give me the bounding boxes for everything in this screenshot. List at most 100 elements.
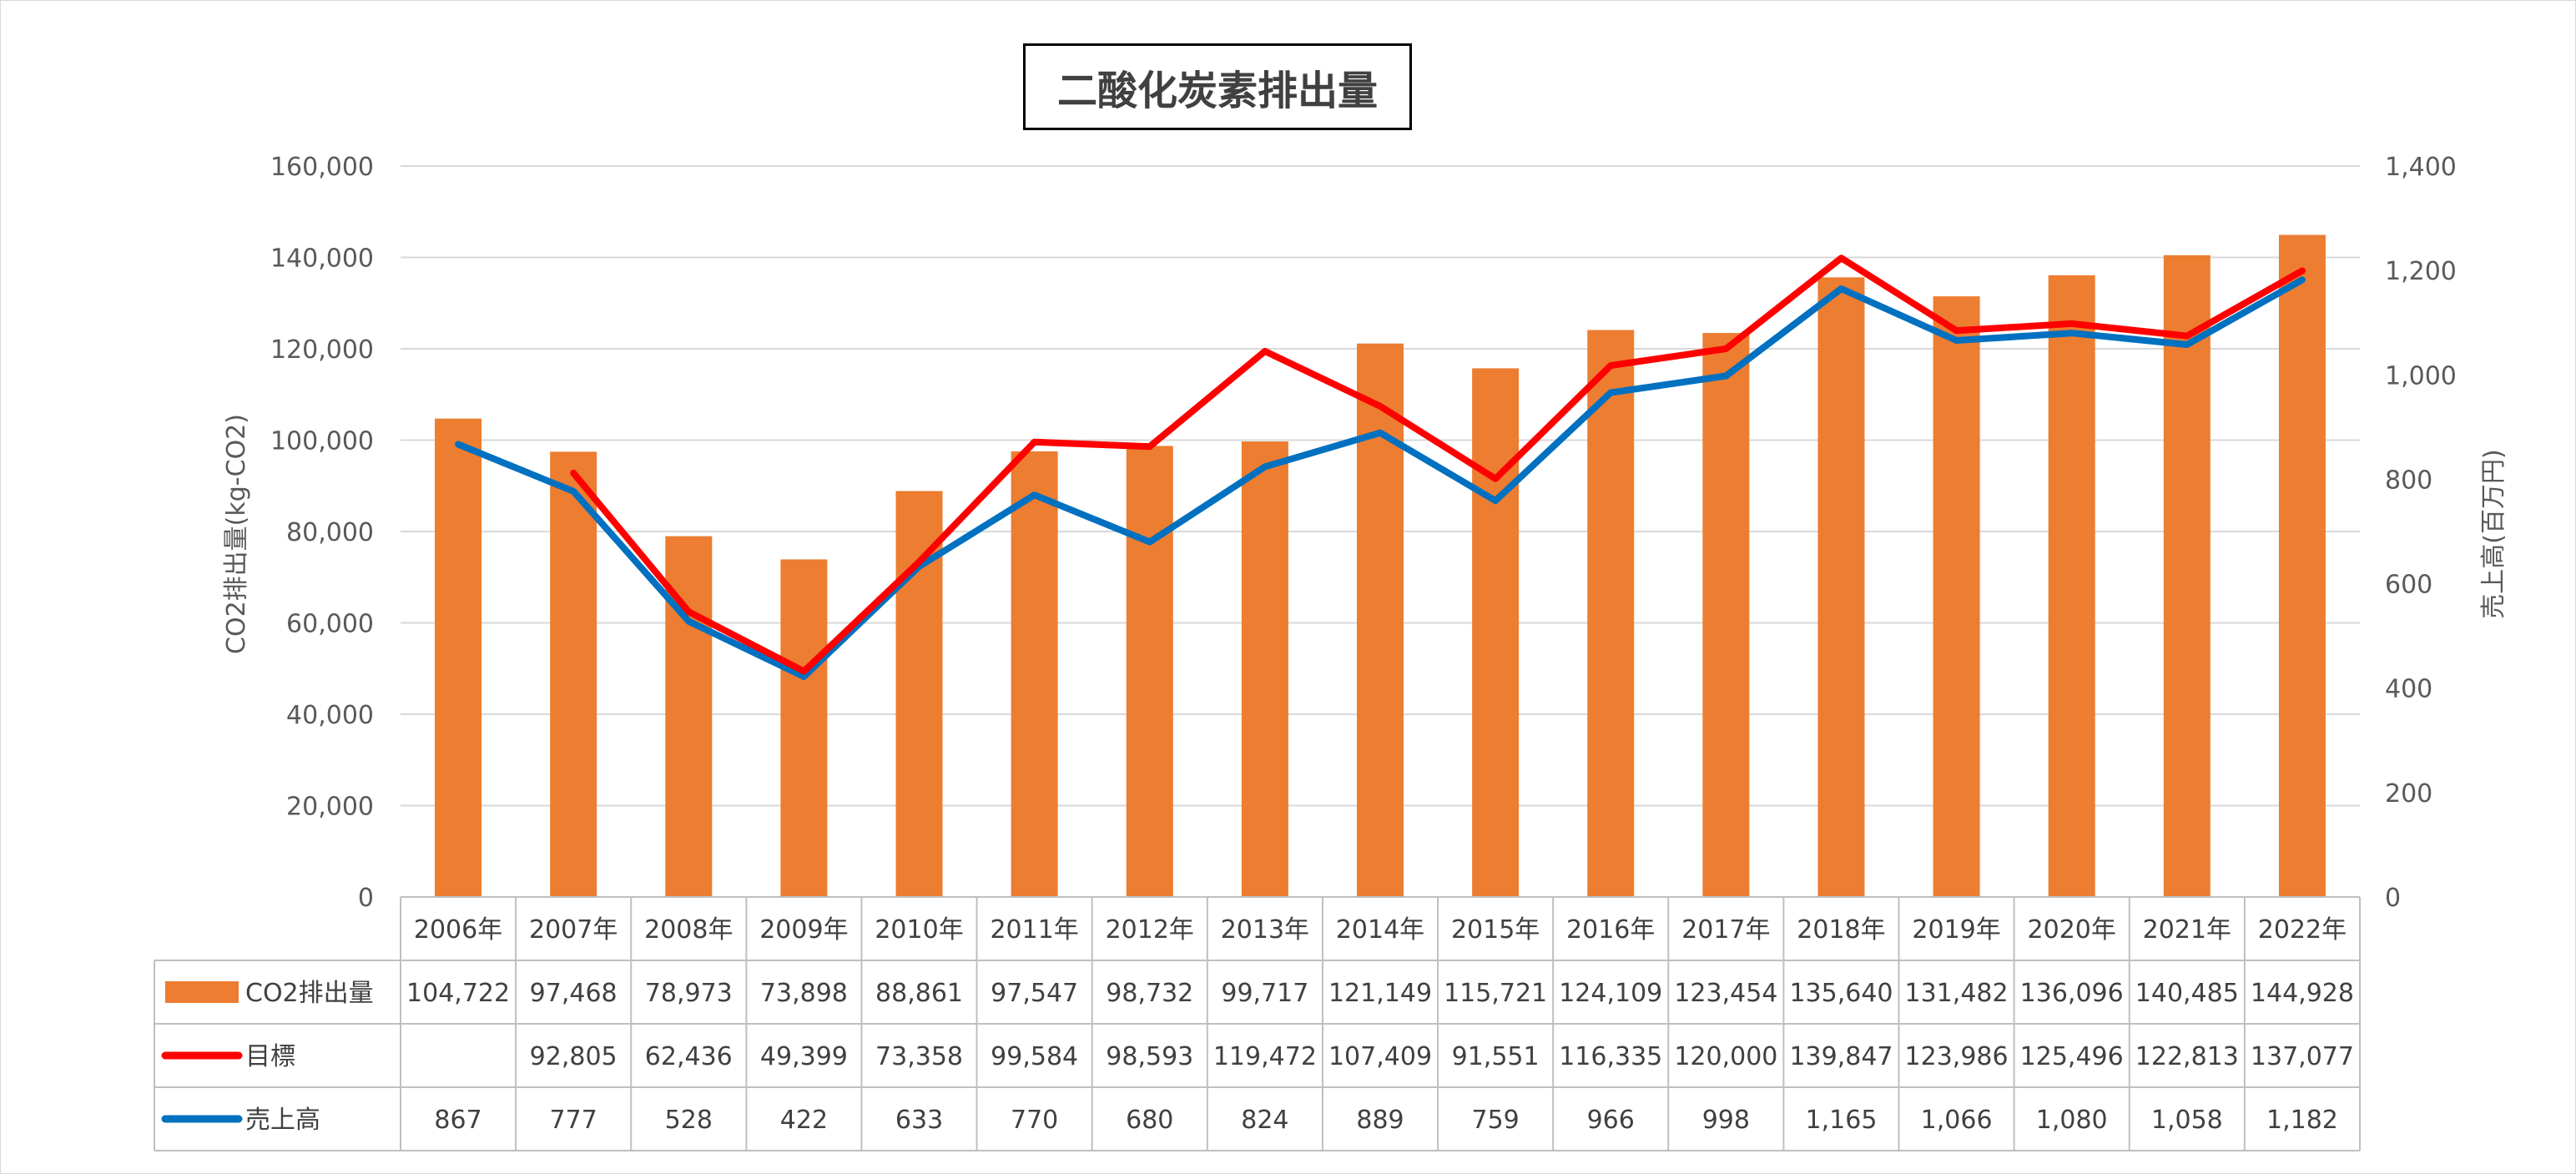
y2-tick-label: 400 <box>2385 675 2432 704</box>
bar <box>1241 441 1288 897</box>
bar <box>1702 333 1750 897</box>
bar <box>435 418 482 897</box>
y-axis-ticks: 0 20,000 40,000 60,000 80,000 100,000 120,000 1… <box>270 153 374 913</box>
x-tick-label: 2015年 <box>1451 915 1540 945</box>
x-tick-label: 2016年 <box>1566 915 1655 945</box>
x-tick-label: 2018年 <box>1797 915 1885 945</box>
data-label: 73,358 <box>875 1042 963 1071</box>
data-label: 633 <box>895 1106 943 1135</box>
x-tick-label: 2019年 <box>1912 915 2000 945</box>
data-label: 966 <box>1587 1106 1635 1135</box>
data-label: 1,066 <box>1921 1106 1993 1135</box>
x-tick-label: 2010年 <box>875 915 963 945</box>
legend-label: 目標 <box>245 1042 295 1071</box>
bar-series <box>435 234 2326 898</box>
y2-axis-label: 売上高(百万円) <box>2479 449 2508 618</box>
x-tick-label: 2008年 <box>644 915 733 945</box>
data-label: 770 <box>1011 1106 1058 1135</box>
data-label: 116,335 <box>1559 1042 1662 1071</box>
data-label: 122,813 <box>2135 1042 2239 1071</box>
data-label: 777 <box>550 1106 597 1135</box>
data-label: 62,436 <box>645 1042 733 1071</box>
data-label: 98,593 <box>1106 1042 1193 1071</box>
data-label: 528 <box>665 1106 713 1135</box>
data-label: 78,973 <box>645 979 733 1008</box>
data-label: 998 <box>1702 1106 1750 1135</box>
bar <box>1817 277 1865 898</box>
data-label: 99,584 <box>991 1042 1078 1071</box>
x-tick-label: 2022年 <box>2258 915 2347 945</box>
bar <box>2163 254 2211 898</box>
x-tick-label: 2012年 <box>1106 915 1194 945</box>
y-tick-label: 20,000 <box>286 793 374 822</box>
data-label: 137,077 <box>2251 1042 2354 1071</box>
target-line <box>570 254 2306 675</box>
data-label: 136,096 <box>2020 979 2124 1008</box>
data-label: 1,080 <box>2036 1106 2108 1135</box>
bar <box>2048 275 2095 897</box>
data-label: 1,165 <box>1806 1106 1878 1135</box>
data-label: 680 <box>1126 1106 1173 1135</box>
data-table: 2006年 2007年 2008年 2009年 2010年 2011年 2012年 2013年… <box>154 896 2361 1151</box>
data-label: 73,898 <box>760 979 848 1008</box>
y2-tick-label: 1,000 <box>2385 361 2457 390</box>
x-tick-label: 2021年 <box>2143 915 2231 945</box>
y-tick-label: 80,000 <box>286 518 374 547</box>
data-label: 88,861 <box>875 979 963 1008</box>
y-tick-label: 160,000 <box>270 153 374 182</box>
x-tick-label: 2014年 <box>1336 915 1424 945</box>
data-label: 121,149 <box>1328 979 1432 1008</box>
data-label: 1,182 <box>2266 1106 2338 1135</box>
data-label: 115,721 <box>1444 979 1547 1008</box>
x-tick-label: 2013年 <box>1221 915 1309 945</box>
y-tick-label: 100,000 <box>270 427 374 456</box>
data-label: 867 <box>434 1106 481 1135</box>
data-label: 92,805 <box>530 1042 618 1071</box>
y2-tick-label: 1,400 <box>2385 153 2457 182</box>
y-tick-label: 40,000 <box>286 701 374 730</box>
sales-line <box>455 276 2306 680</box>
x-tick-label: 2006年 <box>414 915 502 945</box>
legend-label: CO2排出量 <box>245 979 374 1008</box>
y-axis-label: CO2排出量(kg-CO2) <box>222 414 251 654</box>
data-label: 144,928 <box>2251 979 2354 1008</box>
line-series <box>455 254 2306 680</box>
y-tick-label: 120,000 <box>270 335 374 365</box>
data-label: 99,717 <box>1221 979 1308 1008</box>
y2-tick-label: 200 <box>2385 779 2432 809</box>
bar <box>1587 330 1635 897</box>
x-tick-label: 2017年 <box>1681 915 1770 945</box>
data-label: 120,000 <box>1674 1042 1777 1071</box>
bar <box>2278 234 2326 898</box>
data-label: 49,399 <box>760 1042 848 1071</box>
legend-swatch-bar <box>165 981 239 1003</box>
data-label: 123,986 <box>1905 1042 2009 1071</box>
data-label: 131,482 <box>1905 979 2009 1008</box>
y2-tick-label: 1,200 <box>2385 257 2457 286</box>
y-tick-label: 60,000 <box>286 610 374 639</box>
data-label: 98,732 <box>1106 979 1193 1008</box>
data-label: 889 <box>1356 1106 1404 1135</box>
legend-label: 売上高 <box>245 1106 320 1135</box>
data-label: 759 <box>1471 1106 1519 1135</box>
bar <box>1357 343 1404 897</box>
chart-title: 二酸化炭素排出量 <box>1023 43 1412 130</box>
data-label: 124,109 <box>1559 979 1662 1008</box>
data-label: 107,409 <box>1328 1042 1432 1071</box>
data-label: 1,058 <box>2151 1106 2223 1135</box>
bar <box>1933 296 1980 897</box>
x-tick-label: 2007年 <box>529 915 618 945</box>
y2-tick-label: 600 <box>2385 571 2432 600</box>
data-label: 140,485 <box>2135 979 2239 1008</box>
data-label: 135,640 <box>1789 979 1893 1008</box>
bar <box>895 491 943 897</box>
bar <box>1126 446 1173 897</box>
x-tick-label: 2011年 <box>990 915 1078 945</box>
data-label: 123,454 <box>1674 979 1777 1008</box>
data-label: 125,496 <box>2020 1042 2124 1071</box>
y2-axis-ticks: 0 200 400 600 800 1,000 1,200 1,400 <box>2385 153 2457 913</box>
data-label: 139,847 <box>1789 1042 1893 1071</box>
y-tick-label: 140,000 <box>270 244 374 274</box>
data-label: 97,468 <box>530 979 618 1008</box>
y2-tick-label: 800 <box>2385 466 2432 495</box>
